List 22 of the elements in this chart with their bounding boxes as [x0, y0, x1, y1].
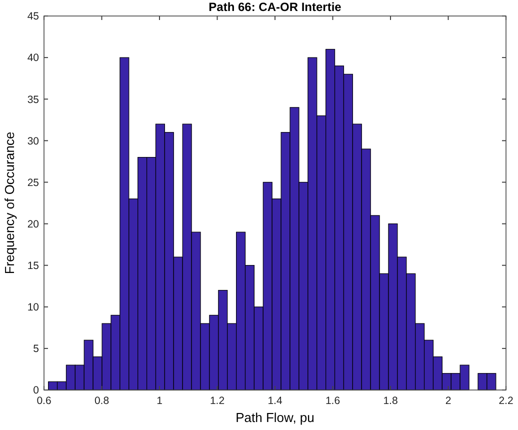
y-tick-label: 45	[27, 10, 40, 23]
x-tick-label: 2	[445, 395, 452, 407]
y-tick-label: 0	[33, 384, 40, 397]
x-tick-label: 0.6	[36, 395, 52, 407]
y-tick-label: 30	[27, 135, 40, 148]
x-tick-label: 2.2	[498, 395, 514, 407]
chart-title: Path 66: CA-OR Intertie	[208, 0, 342, 14]
x-tick-label: 1.2	[210, 395, 225, 407]
y-tick-label: 25	[27, 176, 40, 189]
y-tick-label: 15	[27, 260, 40, 272]
y-tick-label: 5	[33, 343, 40, 356]
x-tick-label: 1.8	[383, 395, 398, 407]
x-tick-label: 0.8	[94, 395, 110, 407]
y-axis-title: Frequency of Occurance	[2, 132, 17, 274]
x-tick-label: 1.4	[268, 395, 282, 407]
x-tick-label: 1.6	[325, 395, 340, 407]
x-tick-label: 1	[156, 395, 163, 407]
x-axis-title: Path Flow, pu	[236, 410, 314, 425]
y-tick-label: 10	[27, 302, 40, 314]
y-tick-label: 35	[27, 94, 40, 106]
y-tick-label: 20	[27, 218, 40, 230]
y-tick-label: 40	[27, 52, 40, 64]
